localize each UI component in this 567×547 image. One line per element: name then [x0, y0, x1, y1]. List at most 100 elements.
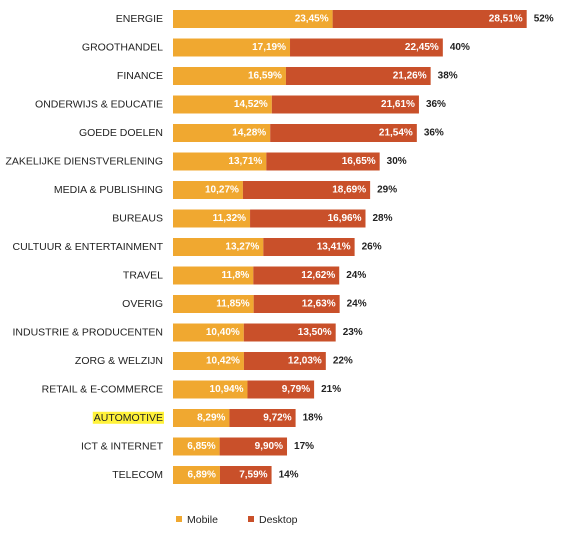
bar-segment: [253, 295, 340, 313]
bar-segment: [173, 238, 264, 256]
total-label: 36%: [424, 128, 444, 139]
category-label: RETAIL & E-COMMERCE: [42, 383, 163, 395]
value-label: 13,50%: [298, 327, 332, 338]
value-label: 10,40%: [206, 327, 240, 338]
value-label: 7,59%: [239, 470, 267, 481]
total-label: 24%: [346, 270, 366, 281]
value-label: 16,96%: [328, 213, 362, 224]
value-label: 17,19%: [252, 42, 286, 53]
value-label: 21,61%: [381, 99, 415, 110]
bar-segment: [271, 95, 419, 114]
bar-segment: [173, 10, 333, 28]
bar-segment: [263, 238, 355, 256]
total-label: 38%: [438, 71, 458, 82]
category-label: FINANCE: [117, 70, 163, 82]
category-label: ENERGIE: [116, 13, 163, 25]
value-label: 18,69%: [332, 185, 366, 196]
total-label: 24%: [347, 299, 367, 310]
bar-segment: [332, 10, 527, 28]
value-label: 13,71%: [228, 156, 262, 167]
total-label: 22%: [333, 356, 353, 367]
value-label: 13,27%: [225, 242, 259, 253]
category-label: TELECOM: [112, 469, 163, 481]
bar-segment: [173, 466, 220, 484]
category-label: OVERIG: [122, 298, 163, 310]
bar-segment: [219, 437, 288, 456]
total-label: 28%: [373, 213, 393, 224]
bar-segment: [173, 124, 271, 142]
total-label: 23%: [343, 327, 363, 338]
total-label: 21%: [321, 384, 341, 395]
value-label: 9,90%: [255, 441, 283, 452]
value-label: 13,41%: [317, 242, 351, 253]
value-label: 11,8%: [222, 270, 250, 281]
category-label: BUREAUS: [112, 212, 163, 224]
value-label: 14,52%: [234, 99, 268, 110]
category-label: ZORG & WELZIJN: [75, 355, 163, 367]
value-label: 16,59%: [248, 71, 282, 82]
value-label: 12,63%: [302, 299, 336, 310]
bar-segment: [285, 67, 431, 85]
value-label: 12,62%: [301, 270, 335, 281]
total-label: 52%: [534, 14, 554, 25]
value-label: 21,54%: [379, 128, 413, 139]
value-label: 9,79%: [282, 384, 310, 395]
value-label: 11,32%: [213, 213, 246, 224]
total-label: 30%: [387, 156, 407, 167]
bar-segment: [173, 352, 244, 370]
bar-segment: [290, 38, 443, 57]
bar-segment: [173, 181, 243, 199]
total-label: 18%: [303, 413, 323, 424]
total-label: 17%: [294, 441, 314, 452]
legend-swatch: [176, 516, 182, 522]
bar-segment: [243, 323, 336, 342]
bar-segment: [173, 95, 272, 114]
value-label: 23,45%: [295, 14, 329, 25]
category-label: GROOTHANDEL: [82, 41, 163, 53]
bar-segment: [173, 152, 267, 171]
value-label: 11,85%: [216, 299, 249, 310]
legend-swatch: [248, 516, 254, 522]
value-label: 28,51%: [489, 14, 523, 25]
bar-segment: [173, 437, 220, 456]
category-label: ONDERWIJS & EDUCATIE: [35, 98, 163, 110]
bar-segment: [173, 409, 230, 427]
bar-segment: [173, 38, 291, 57]
legend-label: Desktop: [259, 514, 298, 526]
value-label: 14,28%: [232, 128, 266, 139]
value-label: 6,85%: [187, 441, 215, 452]
value-label: 6,89%: [188, 470, 216, 481]
category-label: TRAVEL: [123, 269, 163, 281]
value-label: 9,72%: [263, 413, 291, 424]
category-label: ICT & INTERNET: [81, 440, 164, 452]
value-label: 22,45%: [405, 42, 439, 53]
bar-segment: [243, 352, 326, 370]
value-label: 8,29%: [197, 413, 225, 424]
bar-segment: [250, 209, 366, 228]
total-label: 40%: [450, 42, 470, 53]
bar-segment: [173, 266, 254, 285]
category-label: INDUSTRIE & PRODUCENTEN: [12, 326, 163, 338]
bar-segment: [242, 181, 371, 199]
bar-segment: [173, 67, 286, 85]
value-label: 10,27%: [205, 185, 239, 196]
category-label: MEDIA & PUBLISHING: [54, 184, 163, 196]
value-label: 12,03%: [288, 356, 322, 367]
bar-segment: [173, 209, 251, 228]
total-label: 26%: [362, 242, 382, 253]
total-label: 29%: [377, 185, 397, 196]
bar-segment: [253, 266, 340, 285]
category-label: AUTOMOTIVE: [94, 412, 163, 424]
legend-label: Mobile: [187, 514, 218, 526]
category-label: GOEDE DOELEN: [79, 127, 163, 139]
bar-segment: [229, 409, 296, 427]
bar-segment: [266, 152, 380, 171]
total-label: 14%: [279, 470, 299, 481]
bar-segment: [173, 323, 244, 342]
category-label: CULTUUR & ENTERTAINMENT: [12, 241, 163, 253]
highlight: [92, 411, 164, 424]
bar-segment: [173, 295, 254, 313]
total-label: 36%: [426, 99, 446, 110]
